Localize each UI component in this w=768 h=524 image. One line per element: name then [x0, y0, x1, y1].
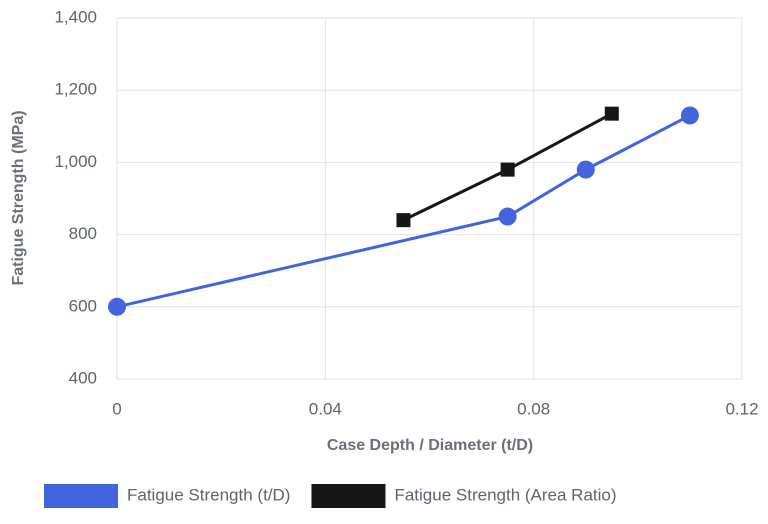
point	[498, 207, 517, 226]
x-tick-label: 0	[112, 399, 121, 418]
legend-label: Fatigue Strength (t/D)	[127, 485, 290, 504]
y-tick-label: 400	[69, 368, 97, 387]
point	[396, 213, 411, 228]
y-tick-label: 1,400	[54, 7, 97, 26]
y-tick-label: 1,000	[54, 152, 97, 171]
point	[576, 160, 595, 179]
y-axis-title: Fatigue Strength (MPa)	[10, 110, 27, 285]
series-line	[116, 114, 691, 309]
x-axis-title: Case Depth / Diameter (t/D)	[327, 437, 533, 454]
y-tick-label: 600	[69, 296, 97, 315]
x-tick-label: 0.08	[517, 399, 550, 418]
point	[500, 162, 515, 177]
point	[680, 106, 699, 125]
legend-label: Fatigue Strength (Area Ratio)	[394, 485, 616, 504]
y-tick-label: 1,200	[54, 80, 97, 99]
legend-swatch	[44, 484, 118, 508]
legend-swatch	[311, 484, 386, 508]
y-tick-label: 800	[69, 224, 97, 243]
point	[604, 106, 619, 121]
x-tick-label: 0.04	[309, 399, 342, 418]
point	[108, 297, 126, 316]
x-tick-label: 0.12	[725, 399, 758, 418]
